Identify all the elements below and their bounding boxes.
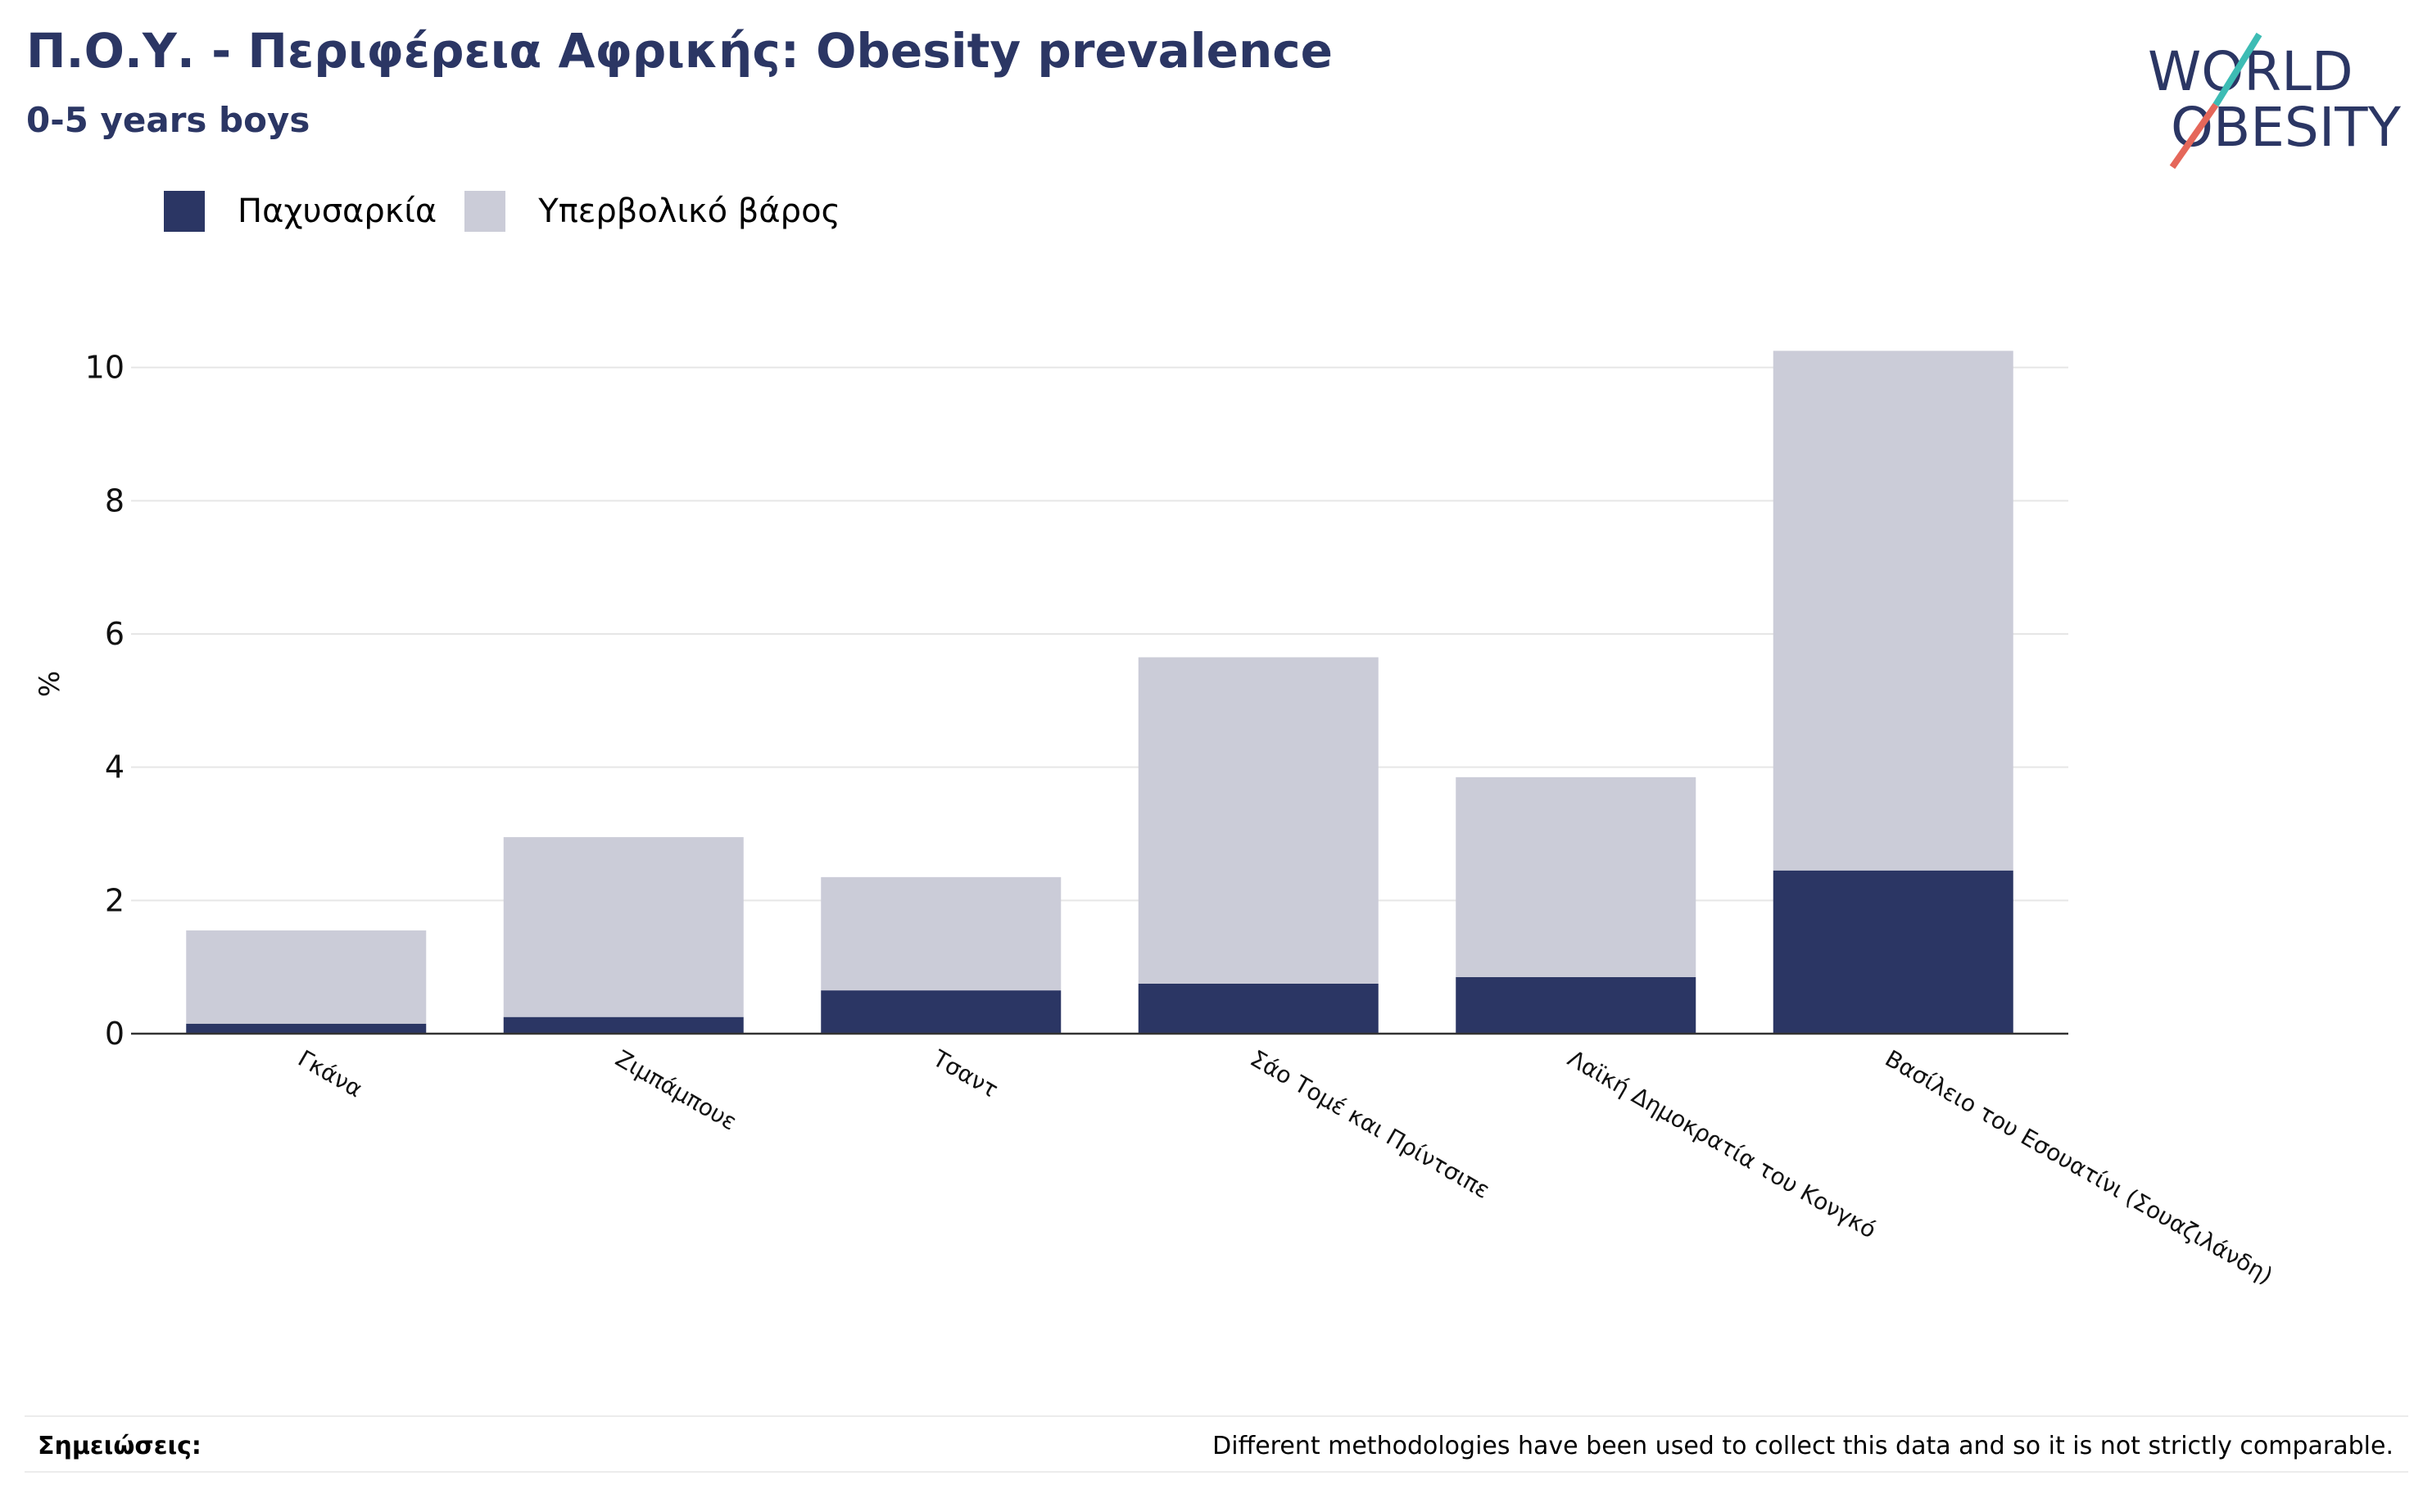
x-tick-label: Γκάνα	[293, 1044, 367, 1102]
notes-label: Σημειώσεις:	[38, 1432, 202, 1460]
bar-obesity	[1138, 984, 1379, 1034]
legend-label-obesity: Παχυσαρκία	[238, 192, 437, 230]
x-tick-label: Λαϊκή Δημοκρατία του Κονγκό	[1563, 1044, 1881, 1243]
bar-obesity	[1456, 976, 1696, 1034]
bar-overweight	[1456, 776, 1696, 977]
bar-overweight	[186, 930, 427, 1024]
page-subtitle: 0-5 years boys	[26, 100, 310, 140]
logo-text-obesity: OBESITY	[2171, 96, 2402, 159]
legend-item-obesity[interactable]: Παχυσαρκία	[164, 191, 437, 232]
y-tick-label: 2	[105, 882, 125, 918]
y-tick-label: 0	[105, 1016, 125, 1052]
x-tick-label: Ζιμπάμπουε	[611, 1044, 741, 1135]
y-tick-label: 4	[105, 749, 125, 785]
bar-obesity	[821, 990, 1062, 1034]
y-tick-label: 8	[105, 482, 125, 518]
x-tick-label: Τσαντ	[927, 1044, 1003, 1103]
notes-text: Different methodologies have been used t…	[1212, 1432, 2394, 1460]
x-tick-label: Σάο Τομέ και Πρίντσιπε	[1246, 1044, 1495, 1203]
y-axis-label: %	[34, 671, 66, 697]
bar-overweight	[821, 876, 1062, 991]
bar-overweight	[503, 837, 744, 1017]
legend-swatch-obesity	[164, 191, 205, 232]
y-tick-label: 6	[105, 616, 125, 652]
bar-obesity	[1773, 870, 2013, 1034]
chart-legend: Παχυσαρκία Υπερβολικό βάρος	[164, 187, 868, 236]
world-obesity-logo: WORLD OBESITY	[2148, 32, 2402, 170]
page-title: Π.Ο.Υ. - Περιφέρεια Αφρικής: Obesity pre…	[26, 23, 1333, 79]
logo-slash-bottom	[2169, 102, 2219, 170]
logo-slash-top	[2212, 32, 2262, 107]
bar-overweight	[1138, 657, 1379, 984]
bar-chart: 0 2 4 6 8 10% Γκάνα Ζιμπάμπουε Τσαντ Σάο Τομέ και…	[34, 350, 2277, 1290]
legend-item-overweight[interactable]: Υπερβολικό βάρος	[464, 191, 840, 232]
bar-obesity	[186, 1023, 427, 1034]
bar-obesity	[503, 1016, 744, 1034]
x-tick-label: Βασίλειο του Εσουατίνι (Σουαζιλάνδη)	[1881, 1044, 2277, 1289]
bar-overweight	[1773, 351, 2013, 871]
legend-label-overweight: Υπερβολικό βάρος	[538, 192, 841, 230]
y-tick-label: 10	[85, 350, 125, 386]
notes-bottom-divider	[25, 1471, 2408, 1473]
notes-top-divider	[25, 1415, 2408, 1417]
legend-swatch-overweight	[464, 191, 506, 232]
